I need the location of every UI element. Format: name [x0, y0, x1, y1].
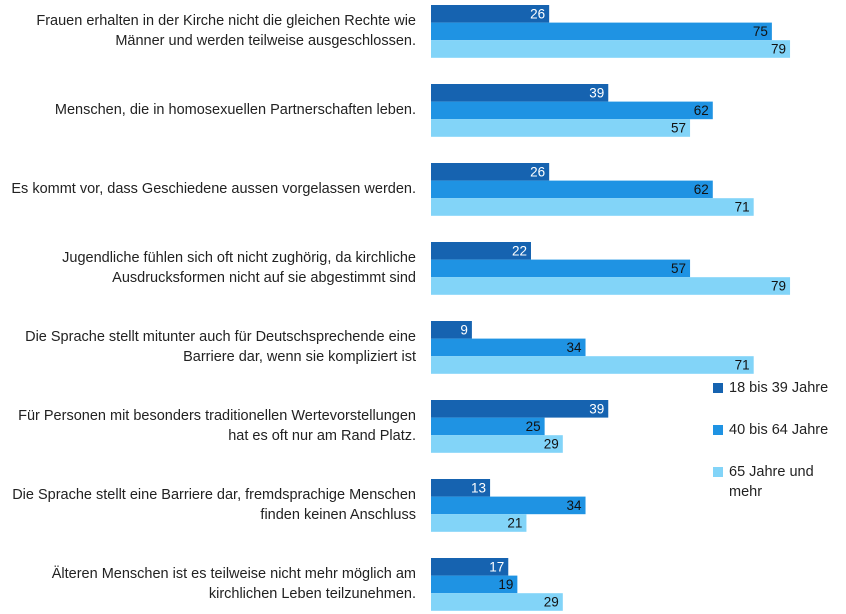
legend-item: 40 bis 64 Jahre [713, 420, 846, 440]
bar [431, 400, 609, 418]
value-label: 26 [530, 164, 545, 179]
category-label: Für Personen mit besonders traditionelle… [18, 408, 416, 445]
value-label: 22 [512, 243, 527, 258]
legend-label: 40 bis 64 Jahre [729, 422, 829, 438]
bar [431, 558, 509, 576]
value-label: 62 [694, 103, 709, 118]
bar [431, 356, 754, 374]
value-label: 25 [526, 419, 541, 434]
value-label: 29 [544, 437, 559, 452]
bar [431, 593, 563, 611]
bar [431, 338, 586, 357]
legend-label: 18 bis 39 Jahre [729, 380, 829, 396]
bar [431, 514, 527, 532]
category-label: Menschen, die in homosexuellen Partnersc… [54, 102, 416, 119]
value-label: 13 [471, 480, 486, 495]
value-label: 39 [589, 85, 604, 100]
bar [431, 5, 550, 23]
bar [431, 321, 472, 339]
legend-label: 65 Jahre und mehr [729, 464, 814, 500]
bar [431, 119, 691, 137]
legend-item: 65 Jahre und mehr [713, 462, 846, 502]
value-label: 79 [771, 279, 786, 294]
bar [431, 242, 531, 260]
bar [431, 259, 691, 278]
bar [431, 496, 586, 515]
category-label: Jugendliche fühlen sich oft nicht zughör… [62, 250, 416, 287]
category-label: Frauen erhalten in der Kirche nicht die … [36, 13, 416, 50]
value-label: 71 [735, 358, 750, 373]
bar [431, 277, 791, 295]
bar [431, 101, 713, 120]
value-label: 26 [530, 6, 545, 21]
bar [431, 22, 772, 41]
bar [431, 180, 713, 199]
value-label: 75 [753, 24, 768, 39]
value-label: 57 [671, 261, 686, 276]
value-label: 21 [507, 516, 522, 531]
legend-swatch [713, 467, 723, 477]
value-label: 62 [694, 182, 709, 197]
bar [431, 198, 754, 216]
bar [431, 417, 545, 436]
value-label: 39 [589, 401, 604, 416]
value-label: 57 [671, 121, 686, 136]
category-label: Die Sprache stellt mitunter auch für Deu… [25, 329, 416, 366]
legend-swatch [713, 383, 723, 393]
legend-swatch [713, 425, 723, 435]
bar [431, 479, 491, 497]
value-label: 71 [735, 200, 750, 215]
value-label: 34 [566, 340, 582, 355]
category-label: Die Sprache stellt eine Barriere dar, fr… [12, 487, 416, 524]
value-label: 9 [460, 322, 468, 337]
value-label: 17 [489, 559, 504, 574]
legend-item: 18 bis 39 Jahre [713, 378, 846, 398]
value-label: 19 [498, 577, 513, 592]
bar [431, 163, 550, 181]
value-label: 34 [566, 498, 582, 513]
bar [431, 575, 518, 594]
value-label: 79 [771, 42, 786, 57]
value-label: 29 [544, 595, 559, 610]
bar [431, 435, 563, 453]
category-label: Es kommt vor, dass Geschiedene aussen vo… [11, 181, 416, 198]
category-label: Älteren Menschen ist es teilweise nicht … [51, 566, 416, 603]
bar [431, 40, 791, 58]
bar [431, 84, 609, 102]
